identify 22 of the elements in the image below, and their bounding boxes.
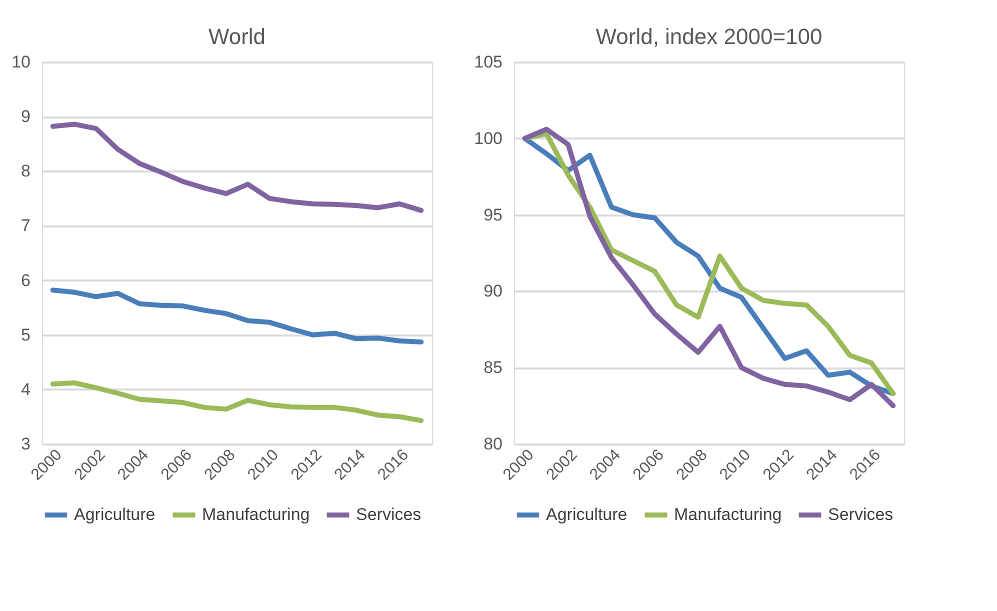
legend-label: Services: [828, 505, 894, 524]
y-tick-label: 4: [21, 380, 30, 399]
y-tick-label: 95: [484, 205, 502, 224]
y-tick-label: 85: [484, 358, 502, 378]
chart-title: World: [208, 24, 266, 49]
y-tick-label: 6: [21, 270, 30, 290]
legend-label: Agriculture: [546, 505, 628, 524]
y-tick-label: 80: [484, 434, 502, 454]
y-tick-label: 3: [21, 434, 30, 454]
y-tick-label: 90: [484, 282, 502, 301]
legend-label: Agriculture: [74, 505, 156, 524]
y-tick-label: 8: [21, 162, 30, 181]
y-tick-label: 10: [12, 52, 30, 72]
legend-label: Manufacturing: [202, 505, 310, 524]
y-tick-label: 100: [474, 128, 502, 148]
y-tick-label: 5: [21, 325, 30, 344]
legend-label: Services: [356, 505, 422, 524]
legend-label: Manufacturing: [674, 505, 782, 524]
y-tick-label: 7: [21, 216, 30, 236]
chart-title: World, index 2000=100: [596, 24, 822, 49]
y-tick-label: 9: [21, 107, 30, 126]
y-tick-label: 105: [474, 52, 502, 72]
